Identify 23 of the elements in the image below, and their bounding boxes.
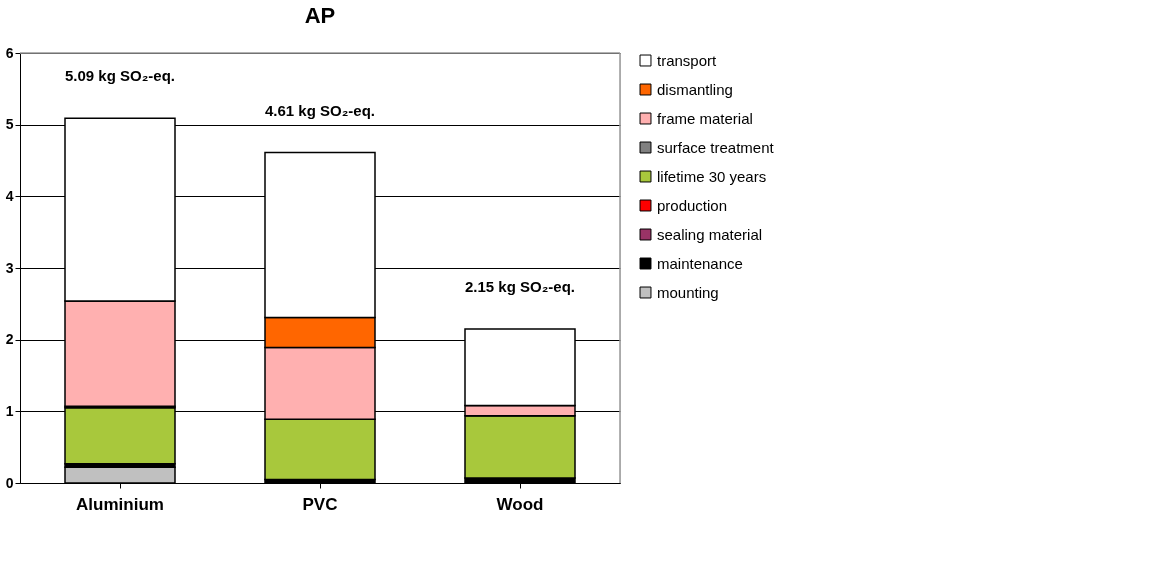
legend-label: transport <box>657 51 718 69</box>
y-tick-label: 2 <box>5 331 14 348</box>
legend-label: maintenance <box>657 254 743 272</box>
legend-label: frame material <box>657 109 753 127</box>
y-tick-label: 6 <box>5 44 14 61</box>
y-tick-label: 5 <box>5 116 14 133</box>
legend-label: lifetime 30 years <box>657 167 767 185</box>
x-tick-label: PVC <box>302 494 338 514</box>
legend-label: production <box>657 196 728 214</box>
total-label: 4.61 kg SO₂-eq. <box>264 101 376 119</box>
y-tick-label: 1 <box>5 402 14 419</box>
y-tick-label: 0 <box>5 474 14 491</box>
x-tick-label: Aluminium <box>76 494 164 514</box>
y-tick-label: 4 <box>5 187 14 204</box>
total-label: 5.09 kg SO₂-eq. <box>64 67 176 85</box>
legend-label: sealing material <box>657 225 763 243</box>
total-label: 2.15 kg SO₂-eq. <box>464 277 576 295</box>
x-tick-label: Wood <box>496 494 544 514</box>
legend-label: dismantling <box>657 80 733 98</box>
chart-title: AP <box>304 3 336 28</box>
legend-label: surface treatment <box>657 138 775 156</box>
legend-label: mounting <box>657 283 719 301</box>
y-tick-label: 3 <box>5 259 14 276</box>
